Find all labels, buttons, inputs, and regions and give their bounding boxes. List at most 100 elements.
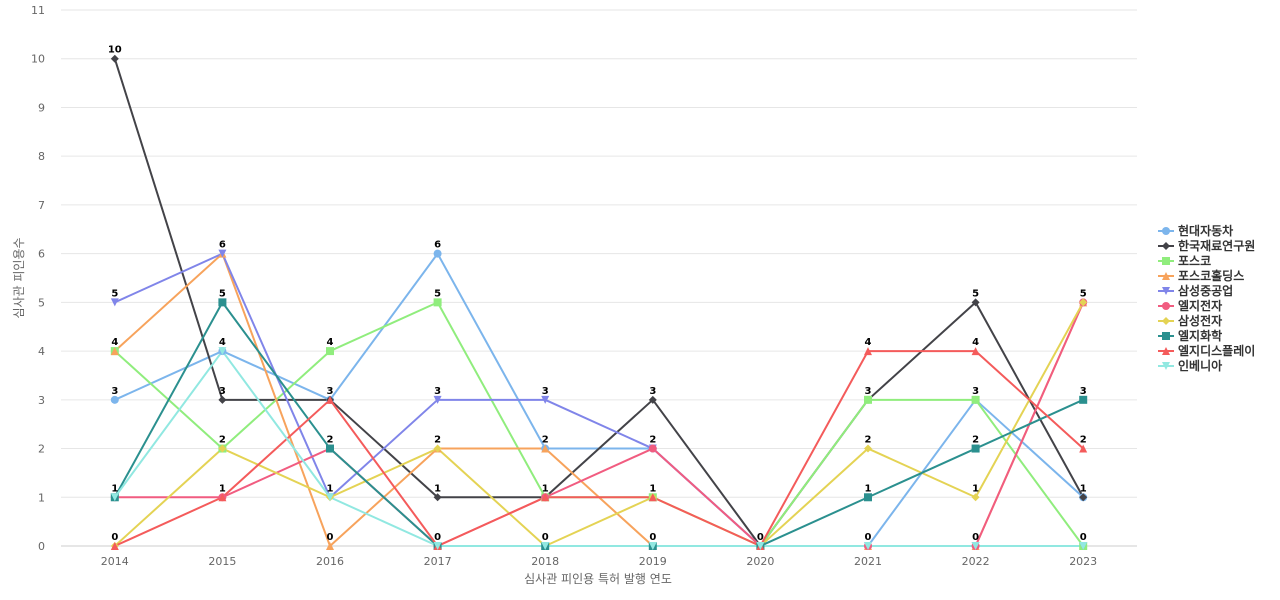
data-label: 10 (108, 45, 122, 56)
legend-item[interactable]: 포스코 (1158, 254, 1211, 268)
legend-item[interactable]: 삼성중공업 (1158, 283, 1233, 298)
data-label: 4 (865, 337, 872, 348)
y-tick-label: 6 (38, 248, 45, 261)
data-label: 1 (865, 483, 872, 494)
data-label: 5 (972, 288, 979, 299)
data-label: 0 (865, 532, 872, 543)
legend-item[interactable]: 포스코홀딩스 (1158, 268, 1244, 283)
legend-label: 삼성중공업 (1178, 283, 1233, 298)
data-label: 5 (1080, 288, 1087, 299)
data-point (110, 298, 119, 307)
legend-marker (1162, 227, 1170, 235)
data-point (648, 444, 657, 453)
y-axis-ticks: 0 1 2 3 4 5 6 7 8 9 10 11 (31, 4, 45, 553)
data-point (971, 542, 980, 550)
x-tick-label: 2014 (101, 555, 129, 568)
legend-item[interactable]: 인베니아 (1158, 358, 1222, 373)
data-point (864, 395, 872, 404)
x-axis-title: 심사관 피인용 특허 발행 연도 (524, 571, 672, 586)
data-label: 4 (327, 337, 334, 348)
legend-marker (1162, 242, 1170, 250)
data-point (326, 493, 334, 502)
data-point (1079, 298, 1088, 307)
data-label: 2 (219, 435, 226, 446)
data-point (433, 298, 442, 307)
data-label: 1 (219, 483, 226, 494)
data-point (110, 395, 119, 404)
data-point (648, 493, 657, 502)
x-tick-label: 2018 (531, 555, 559, 568)
y-tick-label: 11 (31, 4, 45, 17)
legend-item[interactable]: 엘지디스플레이 (1158, 343, 1255, 358)
data-label: 1 (434, 483, 441, 494)
data-point (648, 542, 657, 550)
y-axis-title: 심사관 피인용수 (12, 237, 26, 318)
data-point (110, 347, 119, 356)
data-label: 3 (542, 386, 549, 397)
legend-item[interactable]: 현대자동차 (1158, 223, 1233, 238)
data-label: 3 (865, 386, 872, 397)
y-tick-label: 3 (38, 394, 45, 407)
y-tick-label: 5 (38, 296, 45, 309)
legend-label: 포스코홀딩스 (1178, 268, 1244, 283)
data-point (1079, 493, 1088, 502)
data-label: 3 (111, 386, 118, 397)
x-axis-ticks: 2014 2015 2016 2017 2018 2019 2020 2021 2022 2023 (101, 555, 1097, 568)
legend: 현대자동차한국재료연구원포스코포스코홀딩스삼성중공업엘지전자삼성전자엘지화학엘지… (1158, 223, 1255, 373)
data-label: 1 (649, 483, 656, 494)
legend-item[interactable]: 엘지전자 (1158, 298, 1222, 313)
y-tick-label: 4 (38, 345, 45, 358)
y-tick-label: 8 (38, 150, 45, 163)
data-point (433, 395, 442, 404)
data-point (218, 395, 227, 404)
data-label: 3 (1080, 386, 1087, 397)
legend-marker (1162, 272, 1170, 280)
data-label: 3 (219, 386, 226, 397)
x-tick-label: 2023 (1069, 555, 1097, 568)
gridlines (61, 9, 1137, 547)
legend-item[interactable]: 삼성전자 (1158, 313, 1222, 328)
data-label: 3 (972, 386, 979, 397)
data-point (1079, 444, 1088, 453)
data-label: 5 (111, 288, 118, 299)
legend-label: 한국재료연구원 (1178, 238, 1255, 253)
data-point (218, 493, 227, 502)
series-markers (110, 54, 1088, 550)
data-label: 4 (972, 337, 979, 348)
data-point (971, 395, 980, 404)
data-point (326, 347, 334, 356)
x-tick-label: 2015 (208, 555, 236, 568)
data-point (971, 347, 980, 356)
data-point (541, 395, 550, 404)
data-label: 1 (1080, 483, 1087, 494)
legend-item[interactable]: 한국재료연구원 (1158, 238, 1255, 253)
data-point (218, 347, 227, 356)
y-tick-label: 7 (38, 199, 45, 212)
legend-marker (1162, 287, 1170, 295)
data-label: 5 (219, 288, 226, 299)
data-point (864, 444, 872, 453)
x-tick-label: 2016 (316, 555, 344, 568)
data-point (971, 298, 980, 307)
data-label: 6 (219, 240, 226, 251)
data-label: 0 (434, 532, 441, 543)
series-lines (113, 57, 1085, 547)
data-point (218, 444, 227, 453)
data-label: 0 (972, 532, 979, 543)
y-tick-label: 1 (38, 491, 45, 504)
data-label: 2 (542, 435, 549, 446)
legend-label: 삼성전자 (1178, 313, 1222, 328)
data-label: 0 (649, 532, 656, 543)
data-point (326, 444, 334, 453)
y-tick-label: 9 (38, 101, 45, 114)
legend-marker (1162, 347, 1170, 355)
data-point (971, 493, 980, 502)
legend-label: 엘지전자 (1178, 298, 1222, 313)
data-label: 1 (327, 483, 334, 494)
data-label: 4 (219, 337, 226, 348)
data-label: 0 (327, 532, 334, 543)
legend-item[interactable]: 엘지화학 (1158, 328, 1222, 343)
data-label: 0 (111, 532, 118, 543)
data-label: 2 (972, 435, 979, 446)
